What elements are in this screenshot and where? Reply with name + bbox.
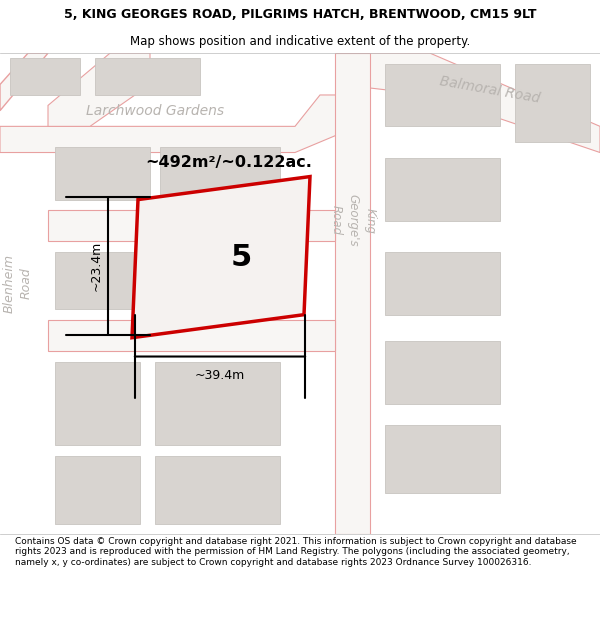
Polygon shape bbox=[48, 53, 150, 126]
Polygon shape bbox=[515, 64, 590, 142]
Polygon shape bbox=[10, 58, 80, 95]
Text: ~492m²/~0.122ac.: ~492m²/~0.122ac. bbox=[145, 156, 312, 171]
Polygon shape bbox=[385, 424, 500, 493]
Polygon shape bbox=[155, 456, 280, 524]
Polygon shape bbox=[335, 53, 370, 534]
Text: Larchwood Gardens: Larchwood Gardens bbox=[86, 104, 224, 118]
Text: King
George's
Road: King George's Road bbox=[329, 194, 377, 247]
Polygon shape bbox=[55, 148, 150, 199]
Polygon shape bbox=[385, 64, 500, 126]
Text: ~39.4m: ~39.4m bbox=[195, 369, 245, 382]
Polygon shape bbox=[55, 252, 140, 309]
Polygon shape bbox=[385, 252, 500, 314]
Polygon shape bbox=[55, 456, 140, 524]
Polygon shape bbox=[155, 362, 280, 446]
Polygon shape bbox=[340, 53, 600, 152]
Text: Map shows position and indicative extent of the property.: Map shows position and indicative extent… bbox=[130, 35, 470, 48]
Polygon shape bbox=[0, 95, 370, 152]
Text: 5, KING GEORGES ROAD, PILGRIMS HATCH, BRENTWOOD, CM15 9LT: 5, KING GEORGES ROAD, PILGRIMS HATCH, BR… bbox=[64, 8, 536, 21]
Polygon shape bbox=[132, 177, 310, 338]
Text: Contains OS data © Crown copyright and database right 2021. This information is : Contains OS data © Crown copyright and d… bbox=[15, 537, 577, 567]
Polygon shape bbox=[55, 362, 140, 446]
Polygon shape bbox=[160, 148, 280, 199]
Text: Balmoral Road: Balmoral Road bbox=[439, 74, 541, 106]
Polygon shape bbox=[385, 341, 500, 404]
Polygon shape bbox=[0, 53, 48, 111]
Text: ~23.4m: ~23.4m bbox=[89, 241, 103, 291]
Polygon shape bbox=[385, 158, 500, 221]
Polygon shape bbox=[95, 58, 200, 95]
Polygon shape bbox=[48, 210, 335, 241]
Polygon shape bbox=[155, 252, 280, 309]
Text: 5: 5 bbox=[230, 242, 251, 272]
Polygon shape bbox=[48, 320, 335, 351]
Text: Blenheim
Road: Blenheim Road bbox=[3, 254, 33, 312]
